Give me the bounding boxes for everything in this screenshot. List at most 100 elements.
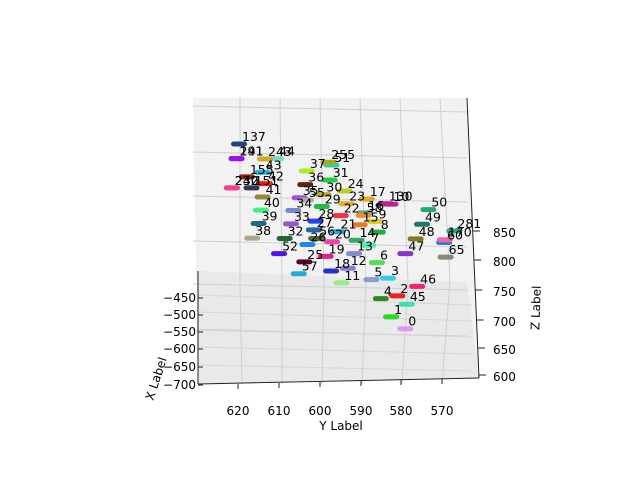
point-label: 170	[448, 225, 472, 240]
point-label: 21	[341, 217, 357, 232]
data-point	[368, 260, 385, 266]
point-label: 17	[370, 184, 386, 199]
data-point	[348, 237, 365, 243]
point-labels: 0123456789101112131415161718192021222324…	[235, 129, 481, 329]
point-label: 55	[309, 185, 325, 200]
point-label: 15	[363, 210, 379, 225]
data-point	[360, 242, 377, 248]
data-point	[379, 275, 396, 281]
point-label: 11	[344, 268, 360, 283]
point-label: 22	[344, 201, 360, 216]
point-label: 13	[357, 239, 373, 254]
point-label: 137	[242, 129, 266, 144]
point-label: 20	[335, 227, 351, 242]
data-point	[257, 156, 274, 162]
point-label: 281	[457, 216, 481, 231]
data-point	[333, 280, 350, 286]
point-label: 35	[303, 183, 319, 198]
point-label: 58	[367, 200, 383, 215]
data-point	[407, 236, 424, 242]
point-label: 60	[447, 228, 463, 243]
point-label: 31	[333, 165, 349, 180]
point-label: 56	[319, 224, 335, 239]
z-tick-label: 750	[493, 285, 516, 299]
point-label: 9	[378, 207, 386, 222]
point-label: 50	[431, 195, 447, 210]
z-tick-label: 700	[493, 315, 516, 329]
data-point	[290, 271, 307, 277]
grid-line	[197, 311, 473, 322]
data-point	[409, 283, 426, 289]
point-label: 43	[266, 157, 282, 172]
data-point	[323, 268, 340, 274]
point-label: 8	[381, 217, 389, 232]
data-point	[313, 204, 330, 209]
data-point	[355, 212, 372, 218]
point-label: 46	[420, 271, 436, 286]
point-label: 151	[255, 173, 279, 188]
point-label: 42	[268, 169, 284, 184]
x-tick-label: −600	[163, 342, 196, 356]
point-label: 18	[334, 256, 350, 271]
data-point	[332, 213, 349, 219]
data-point	[377, 201, 394, 207]
grid-line	[401, 281, 409, 385]
point-label: 33	[294, 209, 310, 224]
point-label: 57	[302, 259, 318, 274]
point-label: 10	[393, 189, 409, 204]
grid-line	[359, 97, 367, 283]
z-tick-label: 800	[493, 255, 516, 269]
data-point	[398, 301, 415, 307]
grid-line	[192, 105, 468, 113]
data-point	[317, 253, 334, 259]
data-point	[320, 159, 337, 165]
data-point	[446, 228, 463, 234]
point-label: 51	[334, 150, 350, 165]
data-point	[254, 194, 271, 200]
data-point	[307, 218, 324, 224]
point-label: 3	[391, 263, 399, 278]
x-tick-label: −700	[163, 378, 196, 392]
grid-line	[439, 97, 451, 283]
point-label: 38	[255, 223, 271, 238]
point-label: 2	[400, 281, 408, 296]
data-point	[315, 192, 332, 198]
point-label: 29	[325, 192, 341, 207]
point-label: 0	[408, 314, 416, 329]
point-label: 27	[317, 215, 333, 230]
x-tick-label: −550	[163, 325, 196, 339]
data-point	[228, 156, 245, 162]
data-point	[372, 296, 389, 302]
point-label: 26	[310, 229, 326, 244]
data-point	[271, 251, 288, 257]
x-tick-label: −450	[163, 291, 196, 305]
point-label: 130	[389, 189, 413, 204]
point-label: 24	[348, 176, 364, 191]
z-axis-line	[466, 97, 480, 379]
z-tick-label: 650	[493, 343, 516, 357]
point-label: 7	[371, 230, 379, 245]
grid-line	[192, 151, 468, 159]
grid-line	[239, 281, 243, 385]
data-point	[243, 185, 260, 191]
y-tick-label: 600	[309, 404, 332, 418]
point-label: 242	[235, 173, 259, 188]
point-label: 25	[307, 247, 323, 262]
data-point	[298, 168, 315, 174]
data-point	[298, 197, 314, 203]
grid-line	[441, 281, 451, 385]
point-label: 16	[368, 198, 384, 213]
grid-line	[192, 195, 468, 203]
data-point	[339, 265, 356, 271]
grid-line	[197, 346, 473, 355]
data-point	[323, 239, 340, 245]
data-point	[256, 181, 273, 187]
y-axis-line	[197, 377, 480, 385]
data-point	[296, 259, 313, 265]
point-label: 28	[318, 206, 334, 221]
point-label: 230	[235, 173, 259, 188]
y-tick-label: 610	[268, 404, 291, 418]
